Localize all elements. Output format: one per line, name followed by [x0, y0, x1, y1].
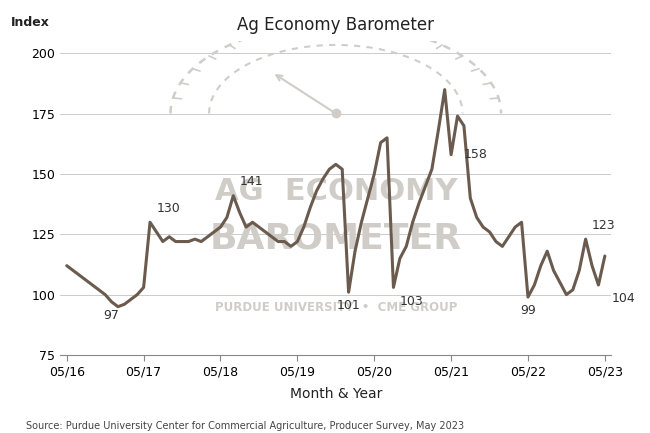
Text: BAROMETER: BAROMETER: [210, 222, 462, 256]
Text: 101: 101: [337, 300, 361, 313]
Text: 141: 141: [240, 175, 263, 188]
Text: Source: Purdue University Center for Commercial Agriculture, Producer Survey, Ma: Source: Purdue University Center for Com…: [26, 421, 464, 431]
Text: 97: 97: [103, 309, 120, 322]
Text: 123: 123: [592, 219, 616, 232]
Text: Index: Index: [11, 16, 49, 29]
Text: 99: 99: [520, 304, 536, 317]
Text: 103: 103: [400, 294, 424, 307]
Title: Ag Economy Barometer: Ag Economy Barometer: [237, 16, 434, 34]
Text: 104: 104: [611, 292, 635, 305]
Text: 130: 130: [157, 202, 180, 215]
X-axis label: Month & Year: Month & Year: [290, 387, 382, 401]
Text: AG  ECONOMY: AG ECONOMY: [214, 178, 457, 207]
Text: 158: 158: [464, 148, 488, 161]
Text: PURDUE UNIVERSITY  •  CME GROUP: PURDUE UNIVERSITY • CME GROUP: [214, 301, 457, 314]
